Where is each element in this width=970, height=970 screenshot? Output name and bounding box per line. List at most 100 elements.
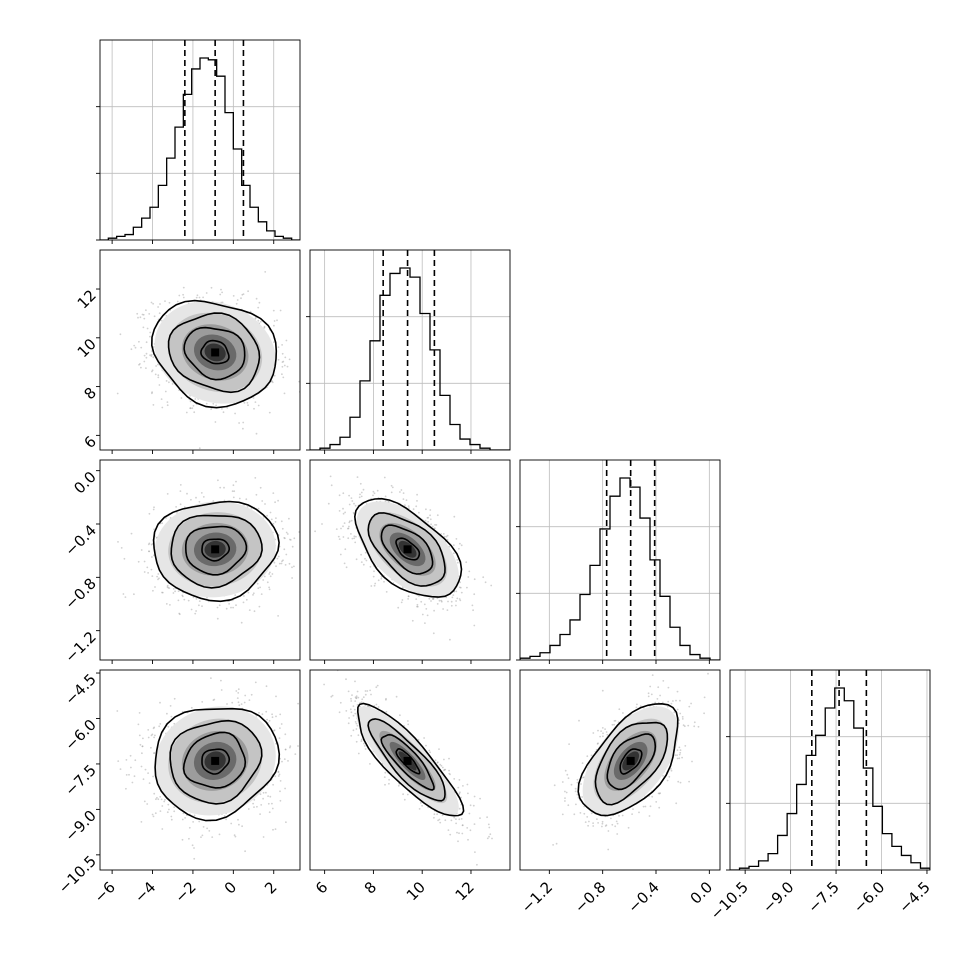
scatter-point bbox=[455, 818, 457, 820]
scatter-point bbox=[248, 609, 251, 611]
scatter-point bbox=[427, 516, 430, 519]
scatter-point bbox=[163, 800, 166, 803]
scatter-point bbox=[273, 374, 276, 377]
scatter-point bbox=[158, 577, 160, 580]
scatter-point bbox=[657, 686, 660, 689]
scatter-point bbox=[160, 798, 163, 801]
scatter-point bbox=[125, 759, 128, 761]
scatter-point bbox=[459, 586, 462, 589]
scatter-point bbox=[482, 576, 485, 579]
scatter-point bbox=[183, 598, 186, 601]
histogram-panel-p1 bbox=[306, 249, 511, 451]
scatter-point bbox=[201, 834, 204, 837]
scatter-point bbox=[284, 537, 286, 540]
histogram-panel-p2 bbox=[516, 459, 721, 661]
panel-content bbox=[552, 672, 709, 851]
scatter-point bbox=[218, 833, 221, 836]
scatter-point bbox=[277, 615, 279, 617]
contour-line bbox=[395, 537, 421, 561]
scatter-point bbox=[149, 331, 152, 334]
scatter-point bbox=[252, 592, 255, 595]
density-peak bbox=[211, 756, 220, 765]
contour-line bbox=[154, 707, 281, 822]
scatter-point bbox=[159, 701, 161, 704]
scatter-point bbox=[141, 313, 144, 316]
scatter-point bbox=[355, 695, 358, 698]
scatter-point bbox=[223, 486, 225, 489]
scatter-point bbox=[372, 490, 375, 493]
scatter-point bbox=[189, 407, 192, 410]
y-tick-label: −6.0 bbox=[61, 716, 99, 754]
scatter-point bbox=[338, 494, 341, 497]
scatter-point bbox=[136, 312, 139, 315]
scatter-point bbox=[149, 354, 152, 357]
scatter-point bbox=[151, 370, 153, 373]
scatter-point bbox=[210, 286, 213, 289]
scatter-point bbox=[377, 706, 380, 708]
scatter-point bbox=[92, 324, 94, 326]
scatter-point bbox=[269, 795, 272, 798]
scatter-point bbox=[165, 603, 168, 605]
scatter-point bbox=[130, 348, 133, 351]
scatter-point bbox=[375, 703, 378, 706]
scatter-point bbox=[467, 792, 469, 795]
scatter-point bbox=[345, 678, 347, 681]
scatter-point bbox=[164, 300, 166, 302]
scatter-point bbox=[353, 537, 356, 540]
scatter-point bbox=[458, 792, 461, 795]
scatter-point bbox=[252, 594, 254, 596]
scatter-point bbox=[145, 309, 147, 312]
scatter-point bbox=[669, 767, 672, 770]
scatter-point bbox=[456, 561, 459, 564]
scatter-point bbox=[154, 734, 156, 737]
scatter-point bbox=[278, 737, 281, 739]
scatter-point bbox=[297, 702, 299, 705]
scatter-point bbox=[137, 316, 139, 319]
scatter-point bbox=[400, 489, 403, 491]
histogram-panel-p3 bbox=[726, 669, 931, 871]
scatter-point bbox=[198, 296, 201, 299]
scatter-point bbox=[304, 732, 306, 734]
scatter-point bbox=[153, 792, 156, 795]
scatter-point bbox=[407, 720, 409, 722]
scatter-point bbox=[221, 301, 224, 304]
contour-line bbox=[185, 525, 248, 576]
scatter-point bbox=[613, 720, 616, 722]
scatter-point bbox=[639, 705, 642, 708]
scatter-point bbox=[260, 593, 263, 595]
scatter-point bbox=[450, 604, 453, 607]
scatter-point bbox=[216, 606, 219, 609]
scatter-point bbox=[385, 698, 387, 701]
scatter-point bbox=[301, 517, 303, 519]
scatter-point bbox=[271, 713, 273, 716]
scatter-point bbox=[240, 703, 243, 705]
scatter-point bbox=[246, 401, 249, 404]
scatter-point bbox=[267, 802, 270, 805]
scatter-point bbox=[668, 775, 671, 778]
scatter-point bbox=[345, 710, 348, 712]
scatter-point bbox=[459, 791, 461, 794]
scatter-point bbox=[297, 745, 299, 747]
scatter-point bbox=[335, 528, 338, 530]
scatter-point bbox=[466, 586, 468, 589]
scatter-point bbox=[277, 771, 280, 774]
scatter-point bbox=[238, 497, 241, 500]
scatter-point bbox=[658, 792, 661, 795]
contour-line bbox=[380, 733, 435, 791]
scatter-point bbox=[428, 749, 431, 752]
scatter-point bbox=[456, 831, 458, 834]
scatter-point bbox=[152, 356, 155, 359]
scatter-point bbox=[436, 603, 439, 605]
scatter-point bbox=[666, 705, 669, 708]
scatter-point bbox=[397, 606, 400, 609]
scatter-point bbox=[592, 825, 595, 827]
scatter-point bbox=[425, 508, 427, 511]
scatter-point bbox=[418, 808, 421, 810]
scatter-point bbox=[460, 818, 463, 820]
scatter-point bbox=[423, 603, 426, 606]
scatter-point bbox=[337, 535, 340, 538]
scatter-point bbox=[268, 719, 271, 722]
scatter-panel-p0-p1 bbox=[92, 249, 301, 451]
scatter-point bbox=[128, 773, 130, 776]
scatter-point bbox=[362, 696, 365, 699]
